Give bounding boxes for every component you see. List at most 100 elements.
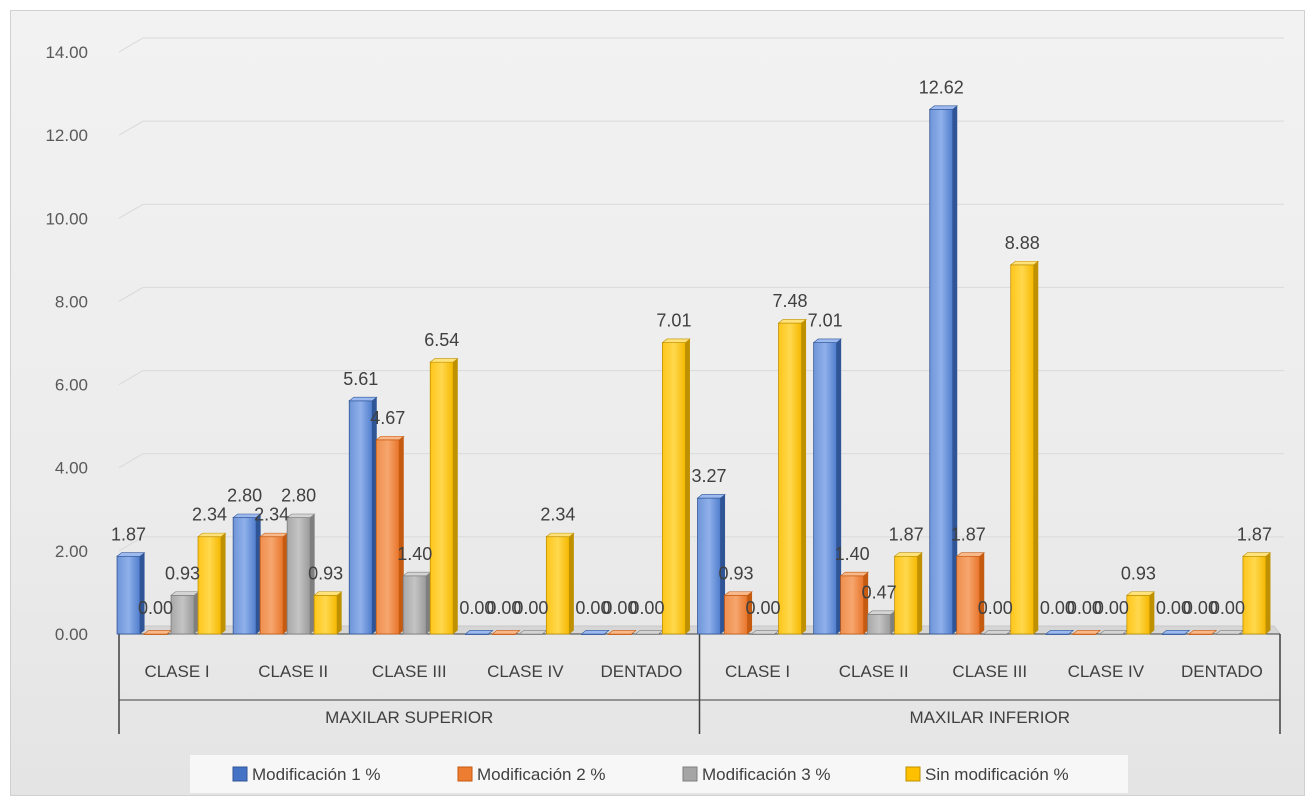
data-label: 0.00 <box>575 598 610 618</box>
data-label: 1.40 <box>835 544 870 564</box>
bar-top <box>1188 630 1218 635</box>
bar-side <box>979 552 985 634</box>
bar <box>491 630 521 635</box>
bar-top <box>866 610 897 615</box>
bar-top <box>661 338 691 343</box>
bar-top <box>607 630 637 635</box>
data-label: 0.00 <box>1183 598 1218 618</box>
data-label: 1.87 <box>951 524 986 544</box>
bar-top <box>777 319 807 324</box>
legend: Modificación 1 % Modificación 2 % Modifica… <box>190 755 1128 793</box>
bar-top <box>545 532 575 538</box>
bar-side <box>399 436 404 634</box>
bar-front <box>545 536 570 635</box>
y-tick-label: 2.00 <box>55 542 88 561</box>
category-label: CLASE III <box>952 662 1027 681</box>
data-label: 0.93 <box>165 563 200 583</box>
bar-top <box>402 571 432 577</box>
data-label: 0.00 <box>1156 598 1191 618</box>
bar-top <box>812 338 843 343</box>
y-tick-label: 14.00 <box>45 43 88 62</box>
category-label: CLASE II <box>258 662 328 681</box>
data-label: 5.61 <box>343 369 378 389</box>
bar <box>839 571 870 635</box>
y-tick-label: 8.00 <box>55 292 88 311</box>
bar <box>634 630 664 635</box>
bar <box>259 532 289 635</box>
bar-top <box>839 571 870 577</box>
legend-box <box>190 755 1128 793</box>
gridline-depth <box>118 203 144 219</box>
bars <box>116 105 1272 635</box>
bar-top <box>982 630 1013 635</box>
bar-side <box>917 552 923 634</box>
gridline-depth <box>118 453 144 469</box>
bar-side <box>372 397 377 634</box>
data-label: 0.00 <box>1094 598 1129 618</box>
y-tick-label: 12.00 <box>45 126 88 145</box>
data-label: 2.34 <box>254 505 289 525</box>
bar <box>116 552 146 635</box>
bar <box>1098 630 1129 635</box>
bar-top <box>170 591 200 596</box>
bar-side <box>863 572 869 634</box>
data-label: 1.87 <box>111 524 146 544</box>
data-label: 0.00 <box>978 598 1013 618</box>
bar-side <box>426 572 431 634</box>
bar-top <box>1009 260 1040 266</box>
bar-top <box>313 591 343 596</box>
data-label: 7.48 <box>773 291 808 311</box>
bar <box>313 591 343 635</box>
legend-swatch <box>457 766 473 782</box>
bar-front <box>1010 264 1035 635</box>
bar-front <box>697 497 721 635</box>
bar <box>661 338 691 635</box>
bar <box>1009 260 1040 635</box>
bar-side <box>283 533 288 634</box>
y-tick-label: 4.00 <box>55 459 88 478</box>
gridline-depth <box>118 536 144 552</box>
bar-top <box>750 630 780 635</box>
bar-top <box>1098 630 1129 635</box>
data-label: 1.87 <box>889 524 924 544</box>
bar-top <box>286 513 316 518</box>
bar-front <box>813 342 838 635</box>
bar-front <box>724 594 748 635</box>
data-label: 2.34 <box>540 505 575 525</box>
data-labels: 1.870.000.932.342.802.342.800.935.614.67… <box>111 77 1272 618</box>
data-label: 0.00 <box>138 598 173 618</box>
bar-side <box>221 533 226 634</box>
category-label: CLASE IV <box>487 662 564 681</box>
bar <box>402 571 432 635</box>
bar <box>375 435 405 635</box>
bar-front <box>197 536 222 635</box>
legend-label: Sin modificación % <box>925 765 1069 784</box>
bar-side <box>194 591 199 634</box>
bar <box>750 630 780 635</box>
legend-label: Modificación 3 % <box>702 765 831 784</box>
data-label: 0.00 <box>513 598 548 618</box>
bar-front <box>840 575 865 635</box>
bar-top <box>348 396 378 402</box>
bar-side <box>256 514 261 634</box>
bar-top <box>259 532 289 538</box>
bar-front <box>429 361 454 635</box>
bar <box>955 552 986 635</box>
bar-side <box>1033 261 1039 634</box>
bar-top <box>232 513 262 518</box>
data-label: 0.00 <box>459 598 494 618</box>
bar-top <box>1242 552 1272 557</box>
bar-top <box>1044 630 1075 635</box>
bar-top <box>491 630 521 635</box>
bar-top <box>634 630 664 635</box>
bar <box>696 494 726 635</box>
bar <box>348 396 378 635</box>
bar-top <box>1071 630 1102 635</box>
bar-side <box>569 533 574 634</box>
bar-front <box>1126 594 1151 635</box>
category-label: CLASE I <box>725 662 790 681</box>
bar-side <box>685 338 690 634</box>
bar-front <box>402 575 427 635</box>
y-tick-label: 6.00 <box>55 376 88 395</box>
